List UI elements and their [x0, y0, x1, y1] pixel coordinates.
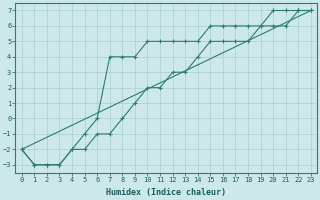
- X-axis label: Humidex (Indice chaleur): Humidex (Indice chaleur): [106, 188, 226, 197]
